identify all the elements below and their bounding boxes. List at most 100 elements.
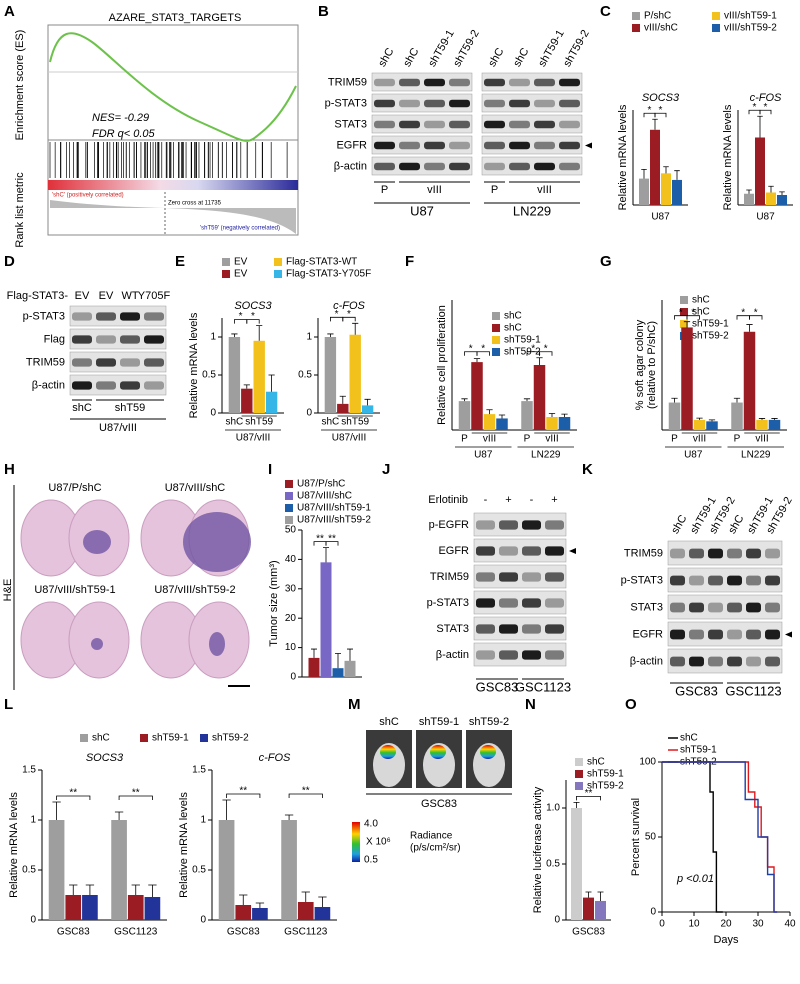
bar bbox=[235, 905, 252, 920]
legend-swatch bbox=[285, 492, 293, 500]
blot-band bbox=[120, 358, 140, 367]
error-bar bbox=[284, 814, 294, 820]
blot-band bbox=[727, 602, 742, 613]
y-tick-label: 0 bbox=[650, 907, 656, 918]
blot-band bbox=[476, 624, 495, 634]
blot-band bbox=[545, 598, 564, 608]
blot-band bbox=[399, 78, 420, 87]
y-axis-label: Relative mRNA levels bbox=[722, 104, 734, 210]
error-bar bbox=[746, 324, 753, 332]
panel-letter: N bbox=[525, 696, 536, 713]
y-tick-label: 1 bbox=[30, 815, 36, 826]
sig-label: * bbox=[239, 311, 243, 322]
bar bbox=[228, 337, 241, 413]
blot-strip bbox=[473, 642, 567, 667]
y-tick-label: 0 bbox=[200, 915, 206, 926]
error-bar bbox=[69, 884, 78, 895]
row-label: β-actin bbox=[436, 649, 469, 661]
image-label: shT59-2 bbox=[469, 716, 509, 728]
error-bar bbox=[52, 801, 61, 820]
row-label: p-STAT3 bbox=[325, 97, 367, 109]
scale-min: 0.5 bbox=[364, 855, 378, 866]
blot-band bbox=[484, 120, 505, 129]
blot-strip bbox=[667, 567, 783, 593]
bar bbox=[253, 340, 265, 413]
y-tick-label: 50 bbox=[285, 525, 297, 536]
blot-band bbox=[545, 572, 564, 582]
error-bar bbox=[364, 398, 371, 406]
rank-label: Rank list metric bbox=[14, 172, 26, 248]
scale-max: 4.0 bbox=[364, 819, 378, 830]
error-bar bbox=[597, 891, 604, 901]
blot-band bbox=[522, 546, 541, 556]
bar bbox=[344, 660, 356, 677]
y-tick-label: 10 bbox=[285, 642, 297, 653]
panel-letter: M bbox=[348, 696, 361, 713]
bar bbox=[218, 820, 235, 920]
blot-strip bbox=[667, 621, 783, 647]
blot-band bbox=[144, 335, 164, 344]
blot-band bbox=[399, 120, 420, 129]
fdr-label: FDR q< 0.05 bbox=[92, 128, 156, 140]
blot-strip bbox=[473, 564, 567, 589]
blot-strip bbox=[667, 594, 783, 620]
x-tick-label: 10 bbox=[688, 919, 700, 930]
blot-band bbox=[476, 520, 495, 530]
group-label: vIII bbox=[693, 434, 706, 445]
sig-label: * bbox=[481, 343, 485, 354]
bar bbox=[533, 365, 546, 430]
treatment-label: Erlotinib bbox=[428, 494, 468, 506]
bar bbox=[337, 403, 349, 413]
legend-swatch bbox=[680, 296, 688, 304]
tumor-region bbox=[183, 512, 251, 572]
sig-label: * bbox=[741, 307, 745, 318]
blot-band bbox=[746, 575, 761, 586]
blot-band bbox=[509, 162, 530, 171]
legend-label: U87/vIII/shC bbox=[297, 491, 352, 502]
row-label: p-STAT3 bbox=[621, 574, 663, 586]
sig-label: ** bbox=[302, 786, 310, 797]
blot-band bbox=[374, 99, 395, 108]
cell-label: LN229 bbox=[513, 203, 551, 218]
legend-swatch bbox=[140, 734, 148, 742]
panel-letter: H bbox=[4, 461, 15, 478]
blot-band bbox=[545, 624, 564, 634]
bar bbox=[571, 808, 582, 920]
sig-label: ** bbox=[132, 788, 140, 799]
group-label: shC bbox=[72, 402, 92, 414]
bar bbox=[693, 419, 706, 430]
error-bar bbox=[318, 896, 327, 907]
blot-band bbox=[545, 650, 564, 660]
error-bar bbox=[671, 397, 678, 403]
blot-band bbox=[449, 141, 470, 150]
legend-label: vIII/shT59-2 bbox=[724, 23, 777, 34]
sig-bracket bbox=[226, 793, 261, 798]
blot-band bbox=[708, 629, 723, 640]
legend-label: EV bbox=[234, 269, 248, 280]
legend-label: shC bbox=[692, 307, 710, 318]
bli-signal bbox=[430, 745, 446, 759]
error-bar bbox=[674, 170, 680, 180]
legend-label: shT59-1 bbox=[680, 745, 717, 756]
es-label: Enrichment score (ES) bbox=[14, 30, 26, 141]
bar bbox=[314, 907, 331, 920]
legend-label: U87/vIII/shT59-1 bbox=[297, 503, 371, 514]
sig-label: * bbox=[335, 309, 339, 320]
legend-swatch bbox=[492, 348, 500, 356]
blot-band bbox=[534, 120, 555, 129]
tumor-region bbox=[91, 638, 103, 650]
blot-band bbox=[559, 141, 580, 150]
legend-swatch bbox=[632, 24, 640, 32]
bar bbox=[706, 421, 718, 430]
blot-band bbox=[96, 358, 116, 367]
blot-band bbox=[120, 335, 140, 344]
bar bbox=[521, 401, 533, 430]
error-bar bbox=[255, 902, 265, 908]
legend-label: shC bbox=[587, 757, 605, 768]
bar bbox=[672, 179, 682, 205]
legend-label: shT59-1 bbox=[692, 319, 729, 330]
error-bar bbox=[85, 884, 95, 895]
y-tick-label: 0 bbox=[554, 915, 560, 926]
blot-band bbox=[424, 162, 445, 171]
